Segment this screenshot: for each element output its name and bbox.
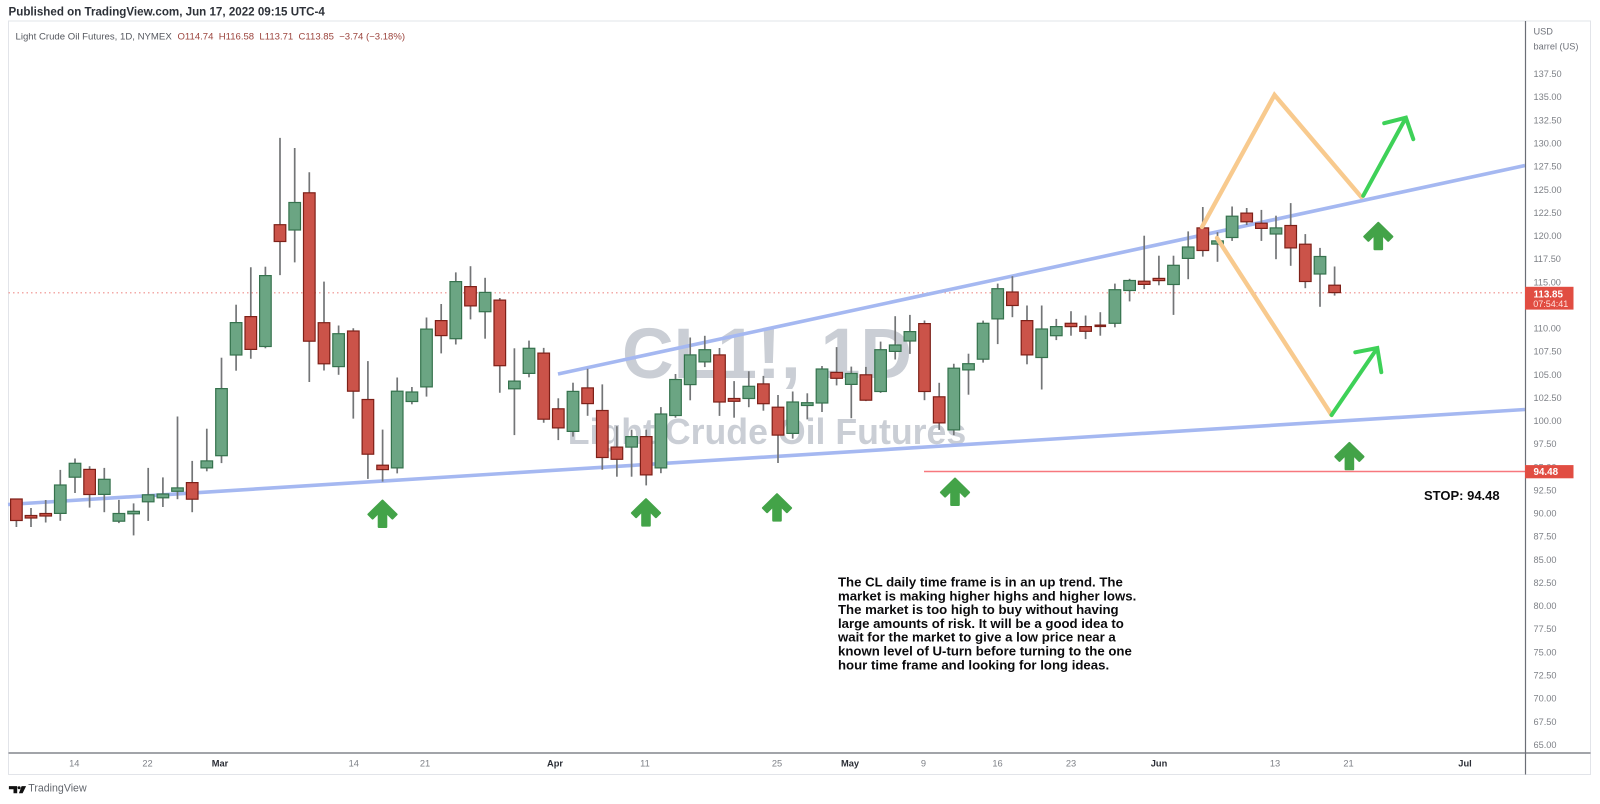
svg-text:107.50: 107.50	[1534, 347, 1562, 357]
svg-text:100.00: 100.00	[1534, 416, 1562, 426]
svg-text:137.50: 137.50	[1534, 69, 1562, 79]
svg-text:25: 25	[772, 759, 782, 769]
svg-text:77.50: 77.50	[1534, 624, 1557, 634]
svg-text:9: 9	[921, 759, 926, 769]
svg-text:130.00: 130.00	[1534, 139, 1562, 149]
svg-text:65.00: 65.00	[1534, 740, 1557, 750]
svg-text:115.00: 115.00	[1534, 277, 1561, 287]
svg-text:O114.74 H116.58 L113.71 C11: O114.74 H116.58 L113.71 C113.85 −3.74 (−…	[178, 32, 406, 43]
svg-text:94.48: 94.48	[1534, 467, 1559, 478]
svg-text:Light Crude Oil Futures, 1D, N: Light Crude Oil Futures, 1D, NYMEX	[16, 32, 173, 43]
svg-text:USD: USD	[1534, 27, 1554, 37]
svg-text:122.50: 122.50	[1534, 208, 1562, 218]
svg-text:Apr: Apr	[547, 759, 563, 769]
svg-text:113.85: 113.85	[1534, 289, 1564, 300]
svg-text:21: 21	[1343, 759, 1353, 769]
svg-text:92.50: 92.50	[1534, 486, 1557, 496]
svg-text:The market is too high to buy: The market is too high to buy without ha…	[838, 602, 1119, 617]
svg-text:07:54:41: 07:54:41	[1533, 299, 1568, 309]
svg-text:STOP: 94.48: STOP: 94.48	[1424, 488, 1500, 503]
svg-text:75.00: 75.00	[1534, 647, 1557, 657]
svg-text:Mar: Mar	[212, 759, 229, 769]
svg-text:14: 14	[69, 759, 79, 769]
svg-text:large amounts of risk. It will: large amounts of risk. It will be a good…	[838, 616, 1124, 631]
svg-text:23: 23	[1066, 759, 1076, 769]
svg-text:72.50: 72.50	[1534, 671, 1557, 681]
svg-text:67.50: 67.50	[1534, 717, 1557, 727]
svg-text:hour time frame and looking fo: hour time frame and looking for long ide…	[838, 657, 1109, 672]
svg-text:102.50: 102.50	[1534, 393, 1562, 403]
svg-text:80.00: 80.00	[1534, 601, 1557, 611]
svg-text:Jun: Jun	[1151, 759, 1168, 769]
svg-text:known level of U-turn before t: known level of U-turn before turning to …	[838, 644, 1132, 659]
svg-text:wait for the market to give a: wait for the market to give a low price …	[837, 630, 1116, 645]
svg-text:TradingView: TradingView	[28, 783, 87, 795]
svg-text:May: May	[841, 759, 860, 769]
svg-text:Jul: Jul	[1458, 759, 1471, 769]
svg-text:120.00: 120.00	[1534, 231, 1562, 241]
svg-text:21: 21	[420, 759, 430, 769]
svg-text:70.00: 70.00	[1534, 694, 1557, 704]
svg-text:22: 22	[142, 759, 152, 769]
svg-text:14: 14	[349, 759, 359, 769]
svg-text:105.00: 105.00	[1534, 370, 1562, 380]
svg-text:11: 11	[640, 759, 650, 769]
svg-text:132.50: 132.50	[1534, 115, 1562, 125]
svg-text:97.50: 97.50	[1534, 439, 1557, 449]
svg-text:16: 16	[992, 759, 1002, 769]
svg-text:barrel (US): barrel (US)	[1534, 42, 1579, 52]
svg-text:135.00: 135.00	[1534, 92, 1562, 102]
svg-text:125.00: 125.00	[1534, 185, 1562, 195]
svg-text:90.00: 90.00	[1534, 509, 1557, 519]
svg-text:The CL daily time frame is in: The CL daily time frame is in an up tren…	[838, 575, 1123, 590]
svg-text:127.50: 127.50	[1534, 162, 1562, 172]
svg-text:87.50: 87.50	[1534, 532, 1557, 542]
svg-text:82.50: 82.50	[1534, 578, 1557, 588]
svg-text:110.00: 110.00	[1534, 324, 1561, 334]
svg-text:market is making higher highs: market is making higher highs and higher…	[838, 588, 1136, 603]
svg-text:117.50: 117.50	[1534, 254, 1561, 264]
svg-text:85.00: 85.00	[1534, 555, 1557, 565]
svg-text:Published on TradingView.com,: Published on TradingView.com, Jun 17, 20…	[9, 6, 326, 19]
svg-text:13: 13	[1270, 759, 1280, 769]
